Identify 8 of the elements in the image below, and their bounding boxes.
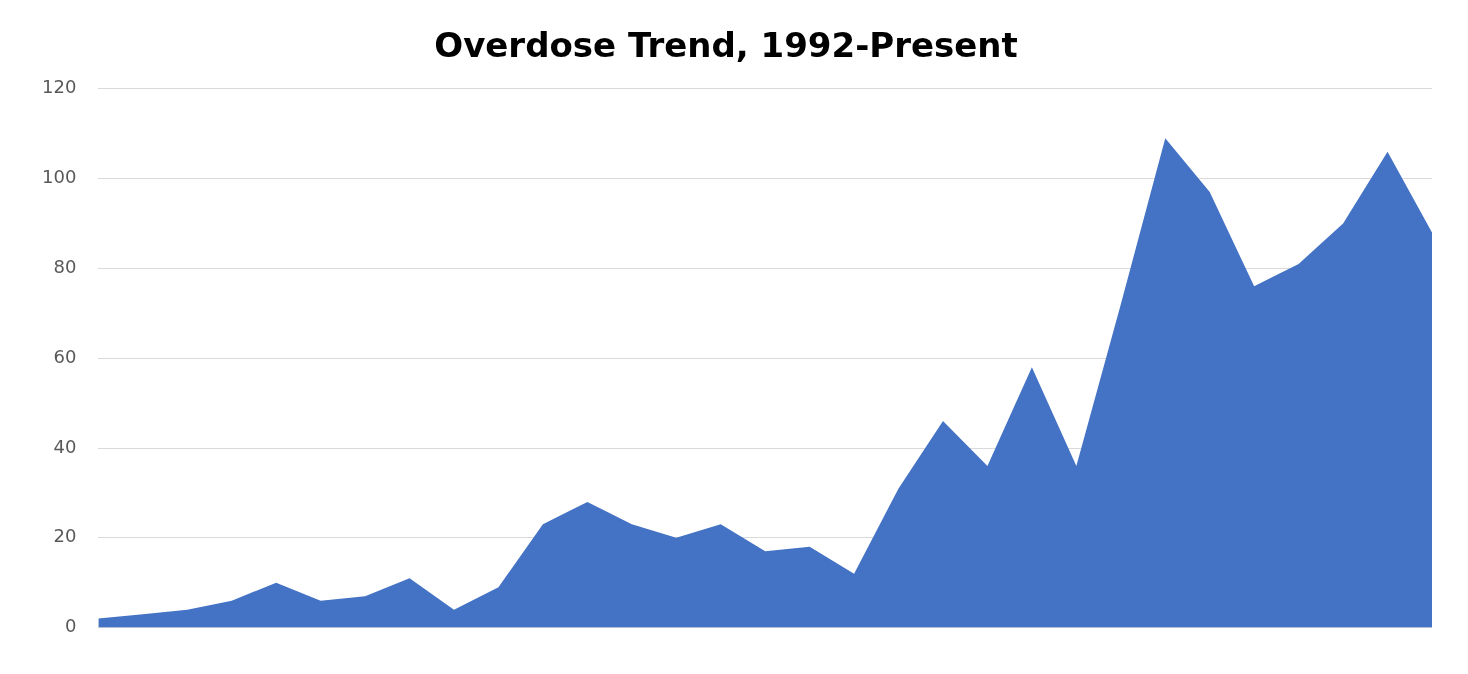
- y-tick-label: 100: [42, 166, 77, 188]
- y-tick-label: 60: [53, 345, 77, 367]
- y-tick-label: 80: [53, 256, 77, 278]
- y-tick-label: 40: [53, 435, 77, 457]
- y-tick-label: 20: [53, 525, 77, 547]
- chart-title: Overdose Trend, 1992-Present: [434, 25, 1018, 66]
- y-tick-label: 0: [64, 615, 77, 637]
- y-tick-label: 120: [42, 76, 77, 98]
